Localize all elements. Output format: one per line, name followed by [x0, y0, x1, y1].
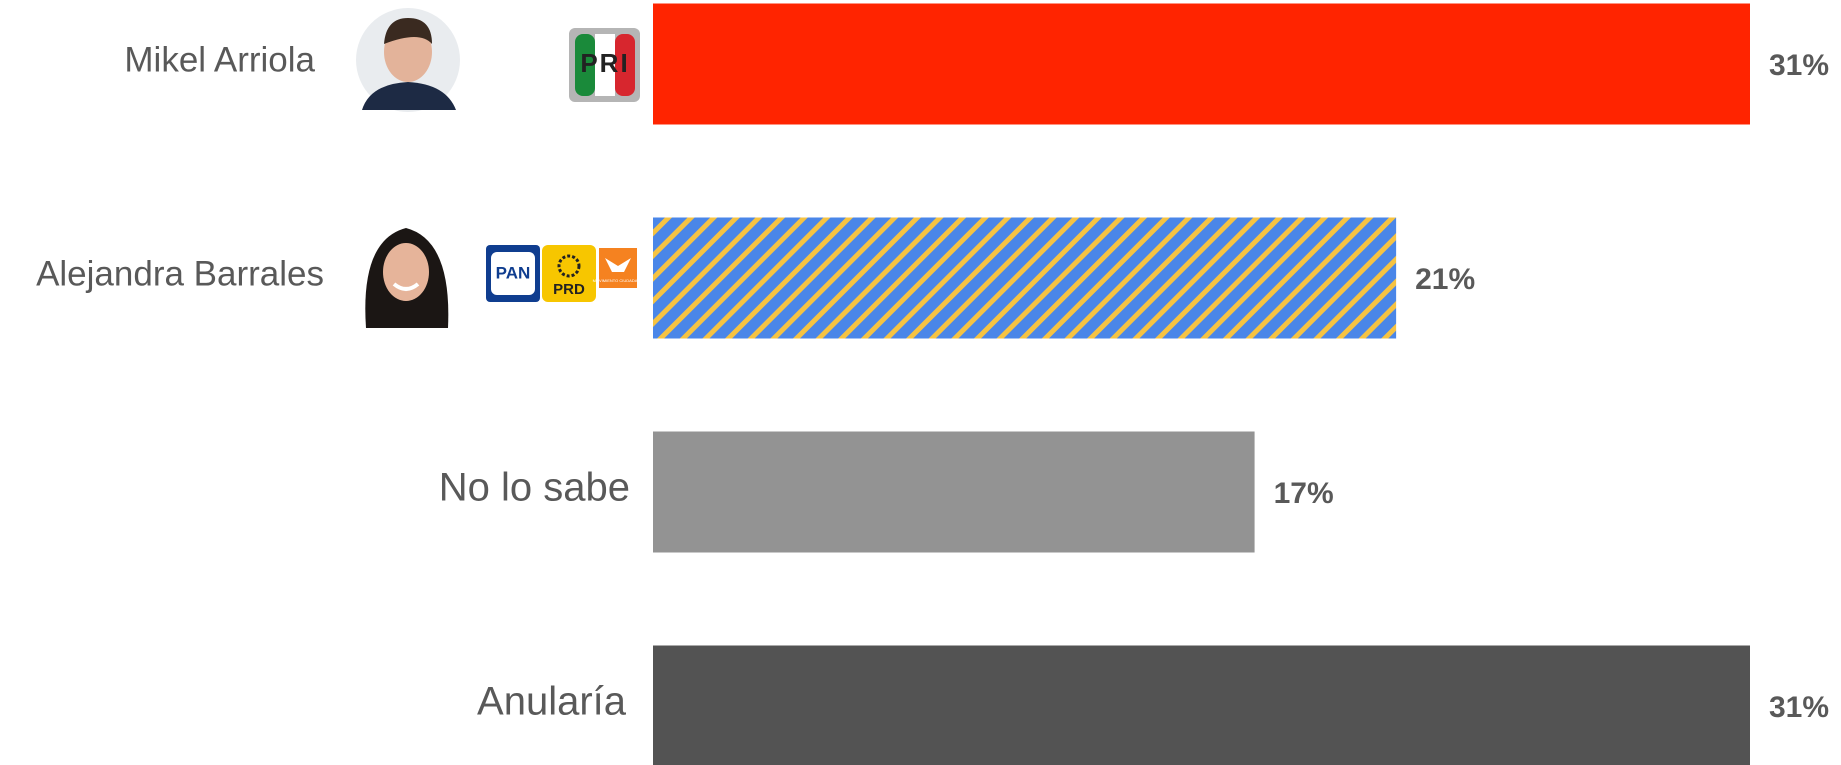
photo-arriola: [356, 8, 460, 112]
logo-text: PAN: [496, 263, 531, 282]
logo-prd: PRD: [542, 245, 596, 302]
logo-text: PRD: [553, 281, 585, 298]
category-label: Anularía: [477, 680, 627, 724]
bar: [653, 431, 1255, 553]
category-label: Alejandra Barrales: [36, 254, 324, 293]
bar: [653, 217, 1397, 339]
value-label: 17%: [1274, 477, 1334, 510]
photo-barrales: [354, 226, 458, 330]
value-label: 31%: [1769, 49, 1829, 82]
value-label: 21%: [1415, 263, 1475, 296]
logo-pri: PRI: [569, 28, 640, 102]
value-label: 31%: [1769, 691, 1829, 724]
category-label: Mikel Arriola: [124, 40, 315, 79]
bar: [653, 3, 1750, 125]
logo-text: PRI: [580, 48, 629, 78]
logo-mc: MOVIMIENTO CIUDADANO: [593, 248, 644, 288]
logo-text: MOVIMIENTO CIUDADANO: [593, 278, 644, 283]
category-label: No lo sabe: [439, 466, 630, 510]
logo-pan: PAN: [486, 245, 540, 302]
bar: [653, 645, 1750, 765]
